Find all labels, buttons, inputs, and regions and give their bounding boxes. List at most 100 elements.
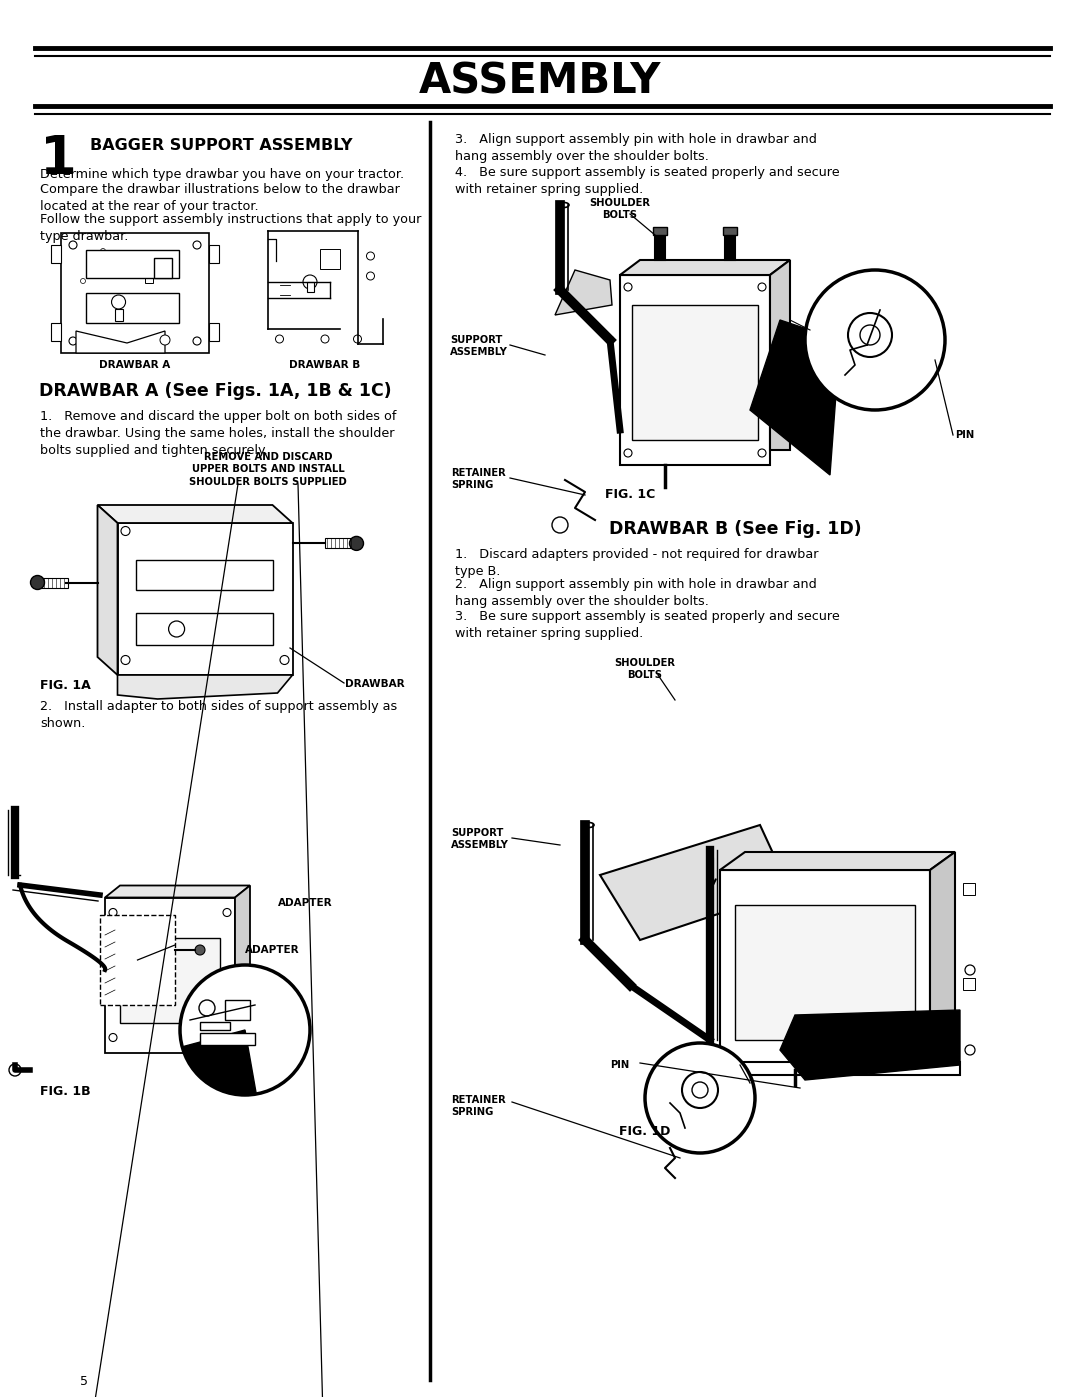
Text: 4.   Be sure support assembly is seated properly and secure
with retainer spring: 4. Be sure support assembly is seated pr… <box>455 166 839 196</box>
Polygon shape <box>750 320 840 475</box>
Text: 3.   Be sure support assembly is seated properly and secure
with retainer spring: 3. Be sure support assembly is seated pr… <box>455 610 840 640</box>
Circle shape <box>280 655 289 665</box>
Circle shape <box>321 335 329 344</box>
Text: SUPPORT
ASSEMBLY: SUPPORT ASSEMBLY <box>451 828 509 851</box>
Circle shape <box>81 278 85 284</box>
Polygon shape <box>76 331 165 353</box>
Bar <box>100 915 175 1004</box>
Circle shape <box>860 326 880 345</box>
Text: Compare the drawbar illustrations below to the drawbar
located at the rear of yo: Compare the drawbar illustrations below … <box>40 183 400 212</box>
Text: PIN: PIN <box>955 430 974 440</box>
Circle shape <box>195 944 205 956</box>
Text: ASSEMBLY: ASSEMBLY <box>419 61 661 103</box>
Bar <box>963 883 975 895</box>
Polygon shape <box>600 826 789 940</box>
Text: Determine which type drawbar you have on your tractor.: Determine which type drawbar you have on… <box>40 168 404 182</box>
Circle shape <box>86 303 92 307</box>
Bar <box>725 232 735 260</box>
Circle shape <box>193 242 201 249</box>
Text: 1.   Remove and discard the upper bolt on both sides of
the drawbar. Using the s: 1. Remove and discard the upper bolt on … <box>40 409 396 457</box>
Circle shape <box>168 622 185 637</box>
Bar <box>145 275 153 284</box>
Bar <box>632 305 758 440</box>
Circle shape <box>9 1065 21 1076</box>
Circle shape <box>758 448 766 457</box>
Bar <box>735 905 915 1039</box>
Circle shape <box>199 1000 215 1016</box>
Bar <box>620 275 770 465</box>
Circle shape <box>109 908 117 916</box>
Bar <box>225 1000 249 1020</box>
Circle shape <box>805 270 945 409</box>
Bar <box>320 249 340 270</box>
Text: PIN: PIN <box>610 1060 630 1070</box>
Text: ADAPTER: ADAPTER <box>278 898 333 908</box>
Circle shape <box>180 965 310 1095</box>
Bar <box>86 250 179 278</box>
Bar <box>200 1032 255 1045</box>
Ellipse shape <box>559 203 569 208</box>
Circle shape <box>100 249 106 253</box>
Text: 3.   Align support assembly pin with hole in drawbar and
hang assembly over the : 3. Align support assembly pin with hole … <box>455 133 816 163</box>
Circle shape <box>645 1044 755 1153</box>
Ellipse shape <box>584 823 594 827</box>
Text: REMOVE AND DISCARD
UPPER BOLTS AND INSTALL
SHOULDER BOLTS SUPPLIED: REMOVE AND DISCARD UPPER BOLTS AND INSTA… <box>189 453 347 486</box>
Polygon shape <box>118 675 293 698</box>
Polygon shape <box>97 504 293 522</box>
Circle shape <box>109 1034 117 1042</box>
Circle shape <box>193 337 201 345</box>
Text: Follow the support assembly instructions that apply to your
type drawbar.: Follow the support assembly instructions… <box>40 212 421 243</box>
Circle shape <box>681 1071 718 1108</box>
Bar <box>654 232 665 260</box>
Circle shape <box>121 527 130 535</box>
Text: 5: 5 <box>80 1375 87 1389</box>
Text: SHOULDER
BOLTS: SHOULDER BOLTS <box>590 198 650 221</box>
Bar <box>963 978 975 990</box>
Polygon shape <box>770 260 789 450</box>
Text: DRAWBAR A (See Figs. 1A, 1B & 1C): DRAWBAR A (See Figs. 1A, 1B & 1C) <box>39 381 391 400</box>
Polygon shape <box>620 260 789 275</box>
Bar <box>210 323 219 341</box>
Circle shape <box>350 536 364 550</box>
Circle shape <box>275 335 283 344</box>
Bar <box>135 560 272 590</box>
Circle shape <box>552 517 568 534</box>
Wedge shape <box>183 1030 256 1095</box>
Polygon shape <box>700 1062 960 1076</box>
Bar <box>307 282 313 292</box>
Circle shape <box>160 335 170 345</box>
Circle shape <box>154 253 160 257</box>
Circle shape <box>366 272 375 279</box>
Bar <box>210 244 219 263</box>
Polygon shape <box>235 886 249 1052</box>
Text: 2.   Install adapter to both sides of support assembly as
shown.: 2. Install adapter to both sides of supp… <box>40 700 397 731</box>
Bar <box>154 258 172 278</box>
Text: BAGGER SUPPORT ASSEMBLY: BAGGER SUPPORT ASSEMBLY <box>90 138 352 154</box>
Text: DRAWBAR: DRAWBAR <box>345 679 405 689</box>
Circle shape <box>111 295 125 309</box>
Circle shape <box>966 886 975 895</box>
Circle shape <box>69 337 77 345</box>
Polygon shape <box>105 886 249 897</box>
Text: FIG. 1C: FIG. 1C <box>605 488 656 502</box>
Text: DRAWBAR B: DRAWBAR B <box>289 360 361 370</box>
Bar <box>720 870 930 1070</box>
Circle shape <box>121 655 130 665</box>
Circle shape <box>624 448 632 457</box>
Polygon shape <box>97 504 118 675</box>
Circle shape <box>624 284 632 291</box>
Bar <box>120 937 220 1023</box>
Circle shape <box>303 275 318 289</box>
Circle shape <box>222 1034 231 1042</box>
Circle shape <box>692 1083 708 1098</box>
Bar <box>135 613 272 645</box>
Text: RETAINER
SPRING: RETAINER SPRING <box>451 468 505 490</box>
FancyBboxPatch shape <box>60 233 210 353</box>
Text: FIG. 1A: FIG. 1A <box>40 679 91 692</box>
Bar <box>200 1023 230 1030</box>
Circle shape <box>69 242 77 249</box>
Polygon shape <box>780 1010 960 1080</box>
Text: FIG. 1D: FIG. 1D <box>619 1125 671 1139</box>
Bar <box>105 897 235 1052</box>
Bar <box>653 226 667 235</box>
